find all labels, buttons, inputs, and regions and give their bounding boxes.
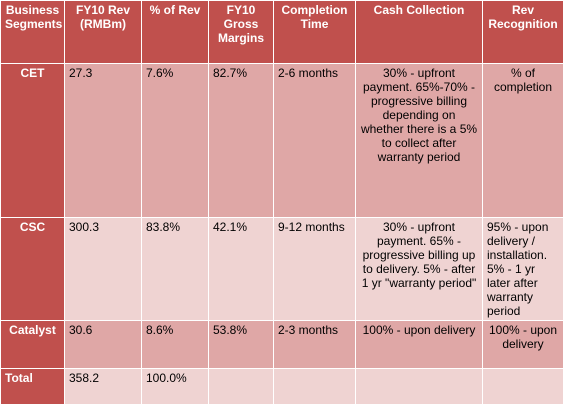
cash-collection-cell: 30% - upfront payment. 65%-70% - progres… <box>356 64 483 218</box>
gross-margin-cell: 42.1% <box>209 218 274 321</box>
cash-collection-cell: 30% - upfront payment. 65% - progressive… <box>356 218 483 321</box>
rev-recognition-cell <box>483 369 563 405</box>
pct-rev-cell: 83.8% <box>142 218 209 321</box>
completion-time-cell: 2-3 months <box>274 321 356 369</box>
rev-recognition-cell: % of completion <box>483 64 563 218</box>
segment-label: CSC <box>1 218 65 321</box>
rev-recognition-cell: 95% - upon delivery / installation. 5% -… <box>483 218 563 321</box>
gross-margin-cell <box>209 369 274 405</box>
header-fy10-rev: FY10 Rev (RMBm) <box>65 1 142 64</box>
completion-time-cell: 2-6 months <box>274 64 356 218</box>
table-row: CSC 300.3 83.8% 42.1% 9-12 months 30% - … <box>1 218 563 321</box>
pct-rev-cell: 8.6% <box>142 321 209 369</box>
gross-margin-cell: 82.7% <box>209 64 274 218</box>
table-row: Total 358.2 100.0% <box>1 369 563 405</box>
header-rev-recognition: Rev Recognition <box>483 1 563 64</box>
completion-time-cell <box>274 369 356 405</box>
revenue-cell: 358.2 <box>65 369 142 405</box>
segment-label: CET <box>1 64 65 218</box>
header-fy10-gross-margins: FY10 Gross Margins <box>209 1 274 64</box>
header-completion-time: Completion Time <box>274 1 356 64</box>
segment-label: Catalyst <box>1 321 65 369</box>
cash-collection-cell <box>356 369 483 405</box>
pct-rev-cell: 100.0% <box>142 369 209 405</box>
cash-collection-cell: 100% - upon delivery <box>356 321 483 369</box>
header-row: Business Segments FY10 Rev (RMBm) % of R… <box>1 1 563 64</box>
header-pct-rev: % of Rev <box>142 1 209 64</box>
rev-recognition-cell: 100% - upon delivery <box>483 321 563 369</box>
segment-label: Total <box>1 369 65 405</box>
revenue-cell: 30.6 <box>65 321 142 369</box>
table-row: CET 27.3 7.6% 82.7% 2-6 months 30% - upf… <box>1 64 563 218</box>
pct-rev-cell: 7.6% <box>142 64 209 218</box>
revenue-cell: 300.3 <box>65 218 142 321</box>
gross-margin-cell: 53.8% <box>209 321 274 369</box>
header-cash-collection: Cash Collection <box>356 1 483 64</box>
completion-time-cell: 9-12 months <box>274 218 356 321</box>
revenue-cell: 27.3 <box>65 64 142 218</box>
table-row: Catalyst 30.6 8.6% 53.8% 2-3 months 100%… <box>1 321 563 369</box>
header-business-segments: Business Segments <box>1 1 65 64</box>
